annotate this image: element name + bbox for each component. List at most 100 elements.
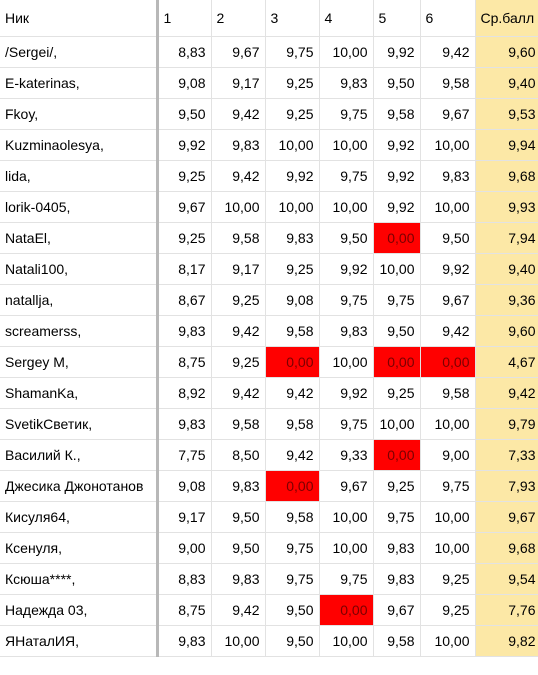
average-cell[interactable]: 9,79: [475, 408, 538, 440]
score-cell-3[interactable]: 9,25: [265, 67, 320, 99]
nick-cell[interactable]: Джесика Джонотанов: [0, 470, 159, 502]
score-cell-1[interactable]: 9,92: [157, 129, 212, 161]
score-cell-5[interactable]: 9,83: [373, 563, 421, 595]
score-cell-4[interactable]: 9,92: [319, 253, 374, 285]
score-cell-4[interactable]: 9,83: [319, 67, 374, 99]
score-cell-1[interactable]: 9,50: [157, 98, 212, 130]
score-cell-2[interactable]: 9,50: [211, 532, 266, 564]
score-cell-4[interactable]: 9,92: [319, 377, 374, 409]
average-cell[interactable]: 9,60: [475, 315, 538, 347]
average-cell[interactable]: 9,40: [475, 67, 538, 99]
score-cell-5[interactable]: 9,92: [373, 129, 421, 161]
score-cell-4[interactable]: 9,75: [319, 98, 374, 130]
nick-cell[interactable]: natallja,: [0, 284, 159, 316]
average-cell[interactable]: 9,42: [475, 377, 538, 409]
score-cell-1[interactable]: 9,83: [157, 408, 212, 440]
nick-cell[interactable]: Natali100,: [0, 253, 159, 285]
score-cell-3[interactable]: 9,83: [265, 222, 320, 254]
header-cell-5[interactable]: 5: [373, 0, 421, 37]
score-cell-5[interactable]: 0,00: [373, 346, 421, 378]
score-cell-3[interactable]: 10,00: [265, 129, 320, 161]
score-cell-2[interactable]: 9,42: [211, 315, 266, 347]
score-cell-6[interactable]: 9,50: [420, 222, 476, 254]
score-cell-4[interactable]: 10,00: [319, 346, 374, 378]
score-cell-1[interactable]: 9,25: [157, 222, 212, 254]
score-cell-4[interactable]: 10,00: [319, 36, 374, 68]
score-cell-2[interactable]: 9,25: [211, 346, 266, 378]
score-cell-3[interactable]: 9,75: [265, 532, 320, 564]
average-cell[interactable]: 9,36: [475, 284, 538, 316]
score-cell-1[interactable]: 9,08: [157, 67, 212, 99]
score-cell-2[interactable]: 9,42: [211, 377, 266, 409]
score-cell-1[interactable]: 9,83: [157, 625, 212, 657]
score-cell-6[interactable]: 9,00: [420, 439, 476, 471]
score-cell-2[interactable]: 9,67: [211, 36, 266, 68]
score-cell-1[interactable]: 7,75: [157, 439, 212, 471]
score-cell-6[interactable]: 10,00: [420, 625, 476, 657]
score-cell-6[interactable]: 9,25: [420, 594, 476, 626]
score-cell-4[interactable]: 10,00: [319, 129, 374, 161]
score-cell-5[interactable]: 9,58: [373, 98, 421, 130]
score-cell-6[interactable]: 9,25: [420, 563, 476, 595]
score-cell-1[interactable]: 8,83: [157, 563, 212, 595]
average-cell[interactable]: 9,54: [475, 563, 538, 595]
score-cell-2[interactable]: 10,00: [211, 191, 266, 223]
score-cell-1[interactable]: 9,83: [157, 315, 212, 347]
header-cell-6[interactable]: 6: [420, 0, 476, 37]
score-cell-2[interactable]: 9,83: [211, 470, 266, 502]
nick-cell[interactable]: lida,: [0, 160, 159, 192]
score-cell-2[interactable]: 9,17: [211, 67, 266, 99]
score-cell-6[interactable]: 9,42: [420, 36, 476, 68]
score-cell-3[interactable]: 9,42: [265, 377, 320, 409]
nick-cell[interactable]: Kuzminaolesya,: [0, 129, 159, 161]
score-cell-6[interactable]: 9,75: [420, 470, 476, 502]
score-cell-1[interactable]: 8,17: [157, 253, 212, 285]
score-cell-6[interactable]: 10,00: [420, 191, 476, 223]
score-cell-6[interactable]: 9,42: [420, 315, 476, 347]
score-cell-3[interactable]: 9,25: [265, 98, 320, 130]
score-cell-4[interactable]: 9,75: [319, 563, 374, 595]
nick-cell[interactable]: Fkoy,: [0, 98, 159, 130]
score-cell-5[interactable]: 9,75: [373, 284, 421, 316]
score-cell-4[interactable]: 9,67: [319, 470, 374, 502]
score-cell-6[interactable]: 9,83: [420, 160, 476, 192]
score-cell-3[interactable]: 9,50: [265, 625, 320, 657]
score-cell-2[interactable]: 9,25: [211, 284, 266, 316]
score-cell-1[interactable]: 8,75: [157, 346, 212, 378]
header-cell-1[interactable]: 1: [157, 0, 212, 37]
header-cell-nick[interactable]: Ник: [0, 0, 159, 37]
nick-cell[interactable]: /Sergei/,: [0, 36, 159, 68]
nick-cell[interactable]: Кисуля64,: [0, 501, 159, 533]
score-cell-3[interactable]: 9,75: [265, 563, 320, 595]
nick-cell[interactable]: ЯНаталИЯ,: [0, 625, 159, 657]
score-cell-1[interactable]: 8,83: [157, 36, 212, 68]
score-cell-5[interactable]: 0,00: [373, 222, 421, 254]
score-cell-1[interactable]: 8,67: [157, 284, 212, 316]
score-cell-5[interactable]: 10,00: [373, 408, 421, 440]
score-cell-5[interactable]: 9,92: [373, 160, 421, 192]
average-cell[interactable]: 9,53: [475, 98, 538, 130]
score-cell-4[interactable]: 0,00: [319, 594, 374, 626]
score-cell-2[interactable]: 9,58: [211, 222, 266, 254]
nick-cell[interactable]: ShamanKa,: [0, 377, 159, 409]
score-cell-3[interactable]: 9,50: [265, 594, 320, 626]
score-cell-4[interactable]: 10,00: [319, 501, 374, 533]
score-cell-2[interactable]: 9,17: [211, 253, 266, 285]
average-cell[interactable]: 9,60: [475, 36, 538, 68]
score-cell-4[interactable]: 9,83: [319, 315, 374, 347]
nick-cell[interactable]: Ксенуля,: [0, 532, 159, 564]
average-cell[interactable]: 7,33: [475, 439, 538, 471]
score-cell-4[interactable]: 9,75: [319, 408, 374, 440]
score-cell-5[interactable]: 9,83: [373, 532, 421, 564]
score-cell-1[interactable]: 9,08: [157, 470, 212, 502]
score-cell-4[interactable]: 10,00: [319, 191, 374, 223]
score-cell-3[interactable]: 9,75: [265, 36, 320, 68]
score-cell-6[interactable]: 9,67: [420, 284, 476, 316]
score-cell-3[interactable]: 9,58: [265, 501, 320, 533]
score-cell-5[interactable]: 9,75: [373, 501, 421, 533]
score-cell-4[interactable]: 10,00: [319, 625, 374, 657]
nick-cell[interactable]: lorik-0405,: [0, 191, 159, 223]
score-cell-4[interactable]: 9,75: [319, 160, 374, 192]
nick-cell[interactable]: screamerss,: [0, 315, 159, 347]
score-cell-3[interactable]: 10,00: [265, 191, 320, 223]
